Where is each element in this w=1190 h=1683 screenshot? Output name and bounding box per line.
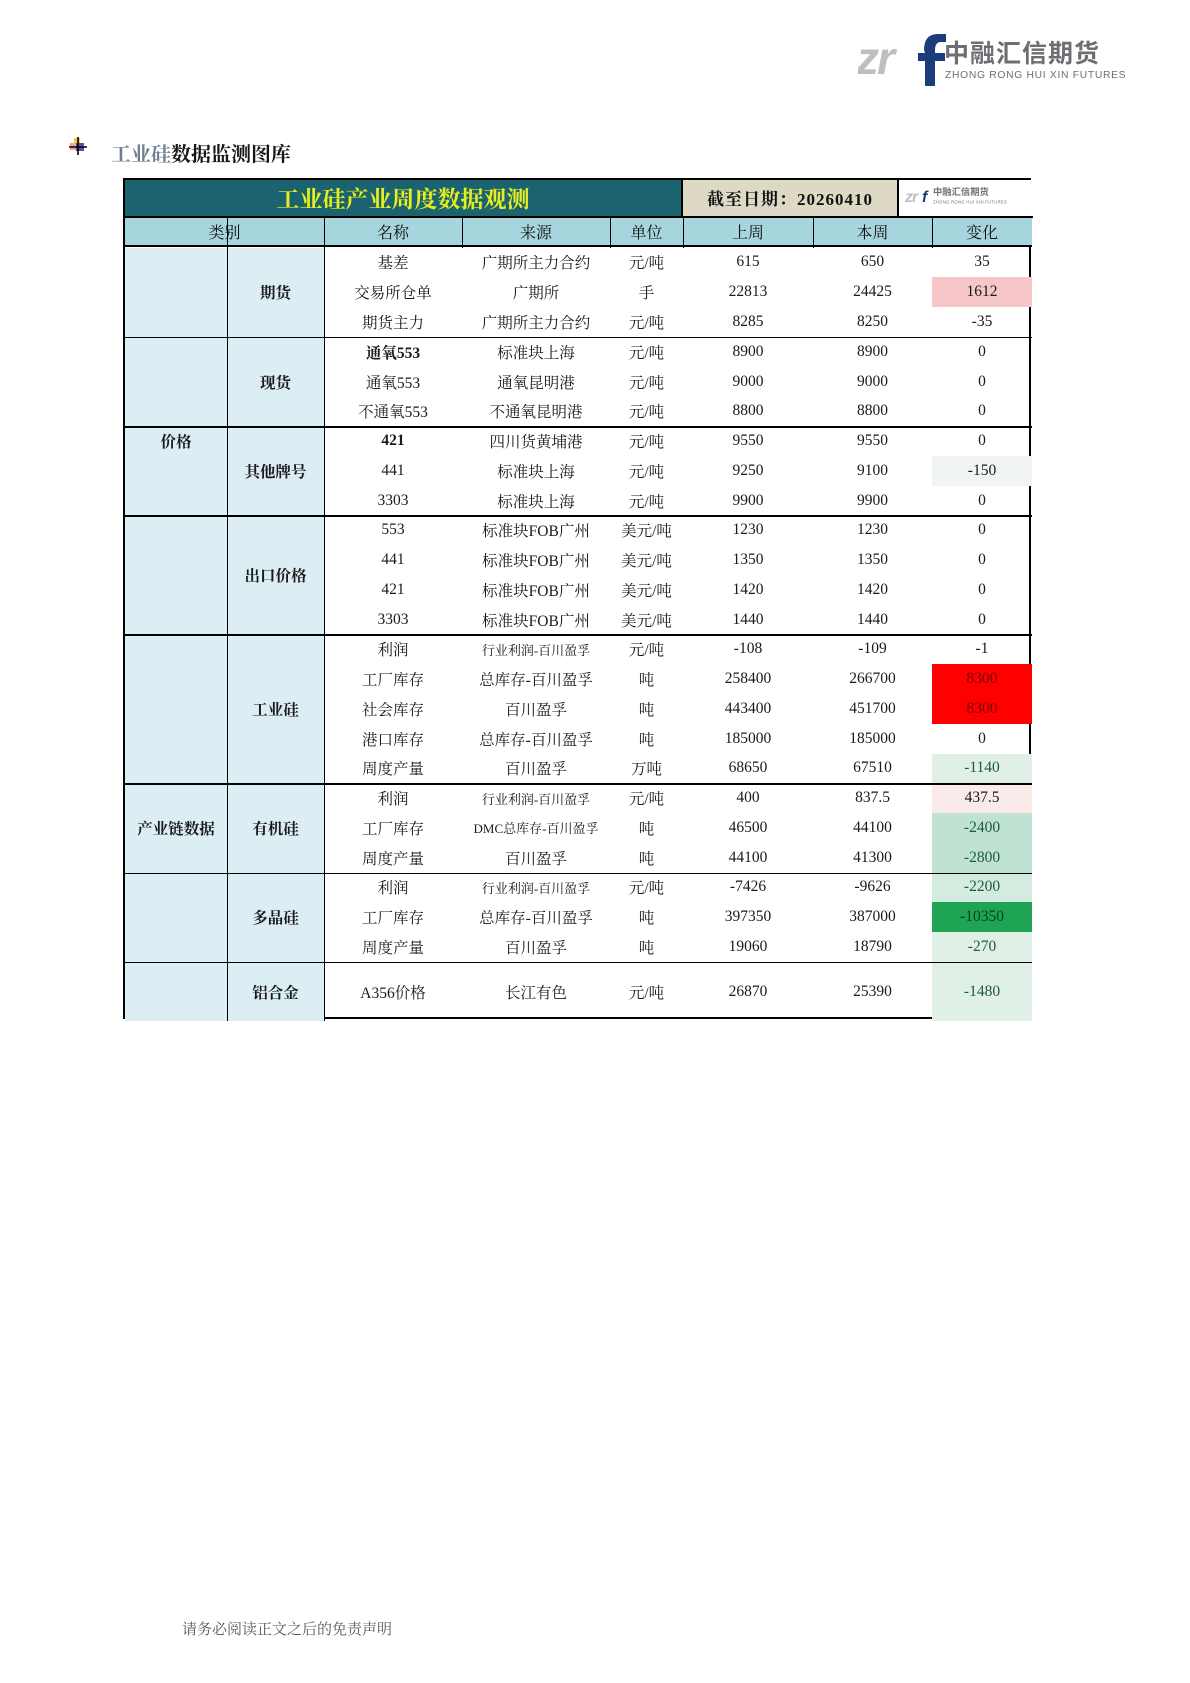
svg-text:中融汇信期货: 中融汇信期货: [933, 186, 989, 197]
svg-text:f: f: [922, 189, 929, 206]
svg-text:ZHONG RONG HUI XIN FUTURES: ZHONG RONG HUI XIN FUTURES: [945, 70, 1126, 81]
svg-text:zr: zr: [858, 32, 897, 84]
svg-text:ZHONG RONG HUI XIN FUTURES: ZHONG RONG HUI XIN FUTURES: [933, 200, 1007, 205]
svg-text:中融汇信期货: 中融汇信期货: [944, 40, 1100, 68]
svg-text:zr: zr: [904, 189, 919, 206]
